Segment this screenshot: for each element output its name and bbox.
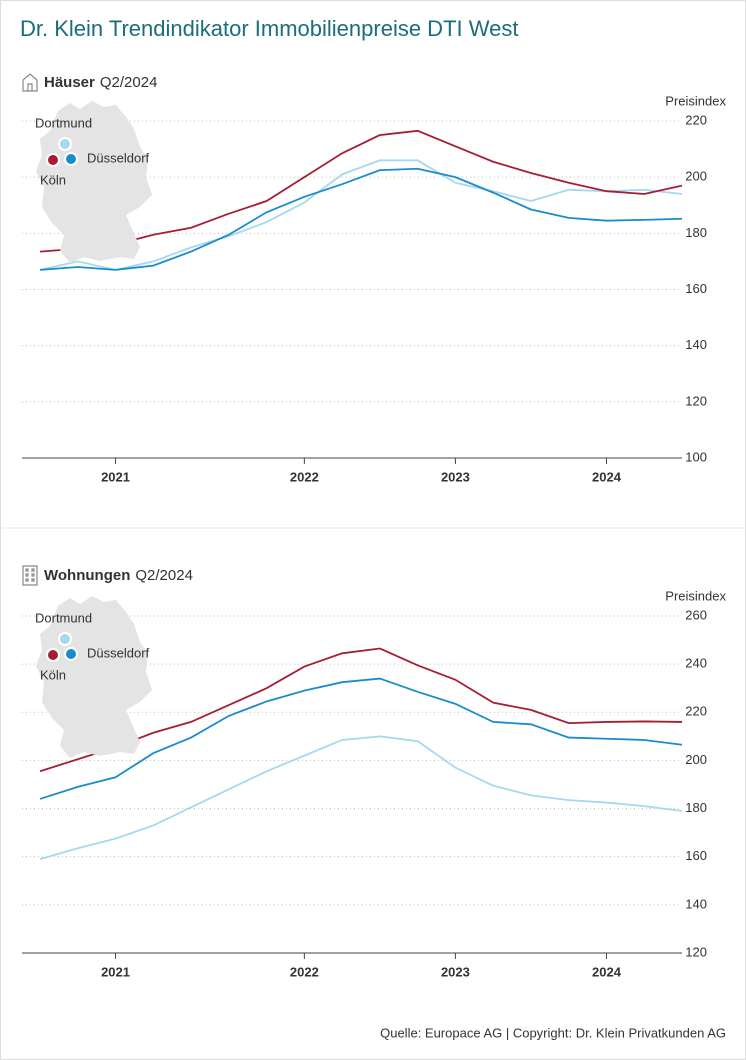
building-icon: [22, 565, 38, 586]
x-tick-label: 2024: [592, 469, 622, 484]
series-line: [39, 129, 683, 253]
y-tick-label: 200: [685, 169, 707, 184]
x-tick-label: 2021: [101, 964, 130, 979]
y-tick-label: 160: [685, 848, 707, 863]
x-tick-label: 2023: [441, 964, 470, 979]
legend-label: Dortmund: [35, 115, 92, 130]
map-legend: Dortmund Köln Düsseldorf: [35, 101, 152, 263]
y-axis-label: Preisindex: [665, 588, 726, 603]
chart-title: Wohnungen: [44, 567, 130, 584]
x-tick-label: 2023: [441, 469, 470, 484]
legend-dot: [46, 648, 60, 662]
y-tick-label: 140: [685, 896, 707, 911]
y-tick-label: 220: [685, 704, 707, 719]
legend-dot: [64, 647, 78, 661]
y-tick-label: 160: [685, 281, 707, 296]
chart-subtitle: Q2/2024: [100, 74, 158, 91]
legend-label: Köln: [40, 172, 66, 187]
y-tick-label: 240: [685, 656, 707, 671]
legend-dot: [58, 632, 72, 646]
legend-label: Düsseldorf: [87, 645, 150, 660]
series-line: [39, 167, 683, 271]
y-axis-label: Preisindex: [665, 93, 726, 108]
source: Quelle: Europace AG | Copyright: Dr. Kle…: [380, 1025, 726, 1040]
header-icon: [22, 73, 38, 92]
y-tick-label: 100: [685, 449, 707, 464]
chart-subtitle: Q2/2024: [135, 567, 193, 584]
y-tick-label: 140: [685, 337, 707, 352]
x-tick-label: 2022: [290, 964, 319, 979]
legend-dot: [58, 137, 72, 151]
y-tick-label: 260: [685, 607, 707, 622]
map-legend: Dortmund Köln Düsseldorf: [35, 596, 152, 758]
x-tick-label: 2021: [101, 469, 130, 484]
y-tick-label: 180: [685, 800, 707, 815]
y-tick-label: 120: [685, 944, 707, 959]
page-title: Dr. Klein Trendindikator Immobilienpreis…: [20, 16, 518, 41]
chart-title: Häuser: [44, 74, 95, 91]
series-line: [39, 159, 683, 271]
y-tick-label: 220: [685, 112, 707, 127]
legend-dot: [46, 153, 60, 167]
series-line: [39, 677, 683, 800]
house-icon: [22, 73, 38, 92]
legend-label: Dortmund: [35, 610, 92, 625]
series-line: [39, 647, 683, 773]
header-icon: [22, 565, 38, 586]
legend-label: Köln: [40, 667, 66, 682]
legend-dot: [64, 152, 78, 166]
x-tick-label: 2024: [592, 964, 622, 979]
x-tick-label: 2022: [290, 469, 319, 484]
y-tick-label: 200: [685, 752, 707, 767]
y-tick-label: 120: [685, 393, 707, 408]
legend-label: Düsseldorf: [87, 150, 150, 165]
series-line: [39, 735, 683, 860]
y-tick-label: 180: [685, 225, 707, 240]
